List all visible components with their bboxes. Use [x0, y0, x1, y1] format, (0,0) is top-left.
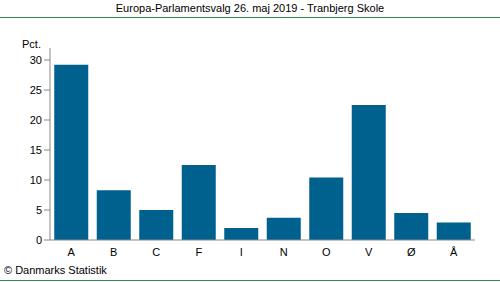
- svg-text:30: 30: [30, 54, 42, 66]
- svg-text:A: A: [68, 246, 76, 258]
- svg-text:C: C: [152, 246, 160, 258]
- svg-text:N: N: [280, 246, 288, 258]
- svg-text:Å: Å: [450, 246, 458, 258]
- svg-text:25: 25: [30, 84, 42, 96]
- svg-text:F: F: [195, 246, 202, 258]
- svg-text:20: 20: [30, 114, 42, 126]
- html-text:Europa-Parlamentsvalg 26. maj: Europa-Parlamentsvalg 26. maj 2019 - Tra…: [115, 2, 385, 14]
- svg-text:Ø: Ø: [407, 246, 416, 258]
- svg-text:0: 0: [36, 234, 42, 246]
- svg-text:B: B: [110, 246, 117, 258]
- svg-text:5: 5: [36, 204, 42, 216]
- svg-text:10: 10: [30, 174, 42, 186]
- html-text:© Danmarks Statistik: © Danmarks Statistik: [4, 264, 107, 276]
- svg-text:I: I: [240, 246, 243, 258]
- svg-text:O: O: [322, 246, 331, 258]
- svg-text:15: 15: [30, 144, 42, 156]
- html-text:Pct.: Pct.: [22, 38, 41, 50]
- svg-text:V: V: [365, 246, 373, 258]
